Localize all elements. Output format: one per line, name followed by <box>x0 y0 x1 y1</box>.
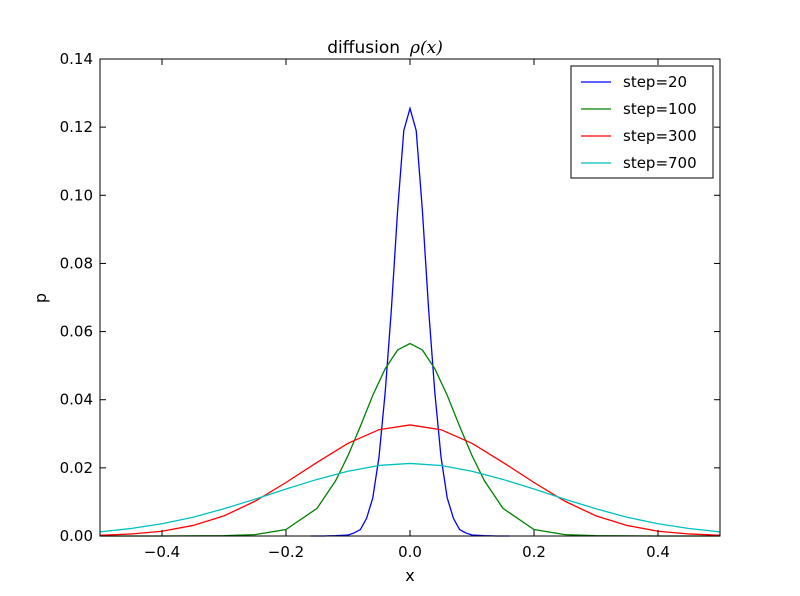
x-tick-label: −0.2 <box>268 543 304 561</box>
x-axis: −0.4 −0.2 0.0 0.2 0.4 <box>144 59 670 561</box>
y-tick-label: 0.14 <box>60 50 93 68</box>
legend-label-1: step=20 <box>623 73 687 91</box>
legend: step=20 step=100 step=300 step=700 <box>570 65 714 179</box>
x-axis-label: x <box>405 566 414 585</box>
x-tick-label: −0.4 <box>144 543 180 561</box>
y-tick-label: 0.10 <box>60 186 93 204</box>
chart-title-text: diffusion <box>327 38 400 58</box>
series-line-1 <box>310 105 510 537</box>
y-tick-label: 0.06 <box>60 323 93 341</box>
y-tick-label: 0.04 <box>60 391 93 409</box>
legend-box <box>570 65 714 179</box>
y-tick-label: 0.08 <box>60 254 93 272</box>
series-line-3 <box>99 424 721 536</box>
y-tick-label: 0.02 <box>60 459 93 477</box>
x-tick-label: 0.4 <box>646 543 670 561</box>
x-tick-label: 0.2 <box>522 543 546 561</box>
chart-title: diffusion ρ(x) <box>327 38 443 58</box>
legend-label-4: step=700 <box>623 154 697 172</box>
y-axis-label: p <box>31 293 50 303</box>
series-line-4 <box>99 462 721 533</box>
series-layer <box>99 105 721 537</box>
y-tick-label: 0.00 <box>60 527 93 545</box>
x-tick-label: 0.0 <box>398 543 422 561</box>
legend-label-3: step=300 <box>623 127 697 145</box>
series-line-2 <box>100 342 720 537</box>
legend-label-2: step=100 <box>623 100 697 118</box>
y-axis: 0.00 0.02 0.04 0.06 0.08 0.10 0.12 0.14 <box>60 50 720 545</box>
y-tick-label: 0.12 <box>60 118 93 136</box>
chart-title-math: ρ(x) <box>409 38 443 58</box>
